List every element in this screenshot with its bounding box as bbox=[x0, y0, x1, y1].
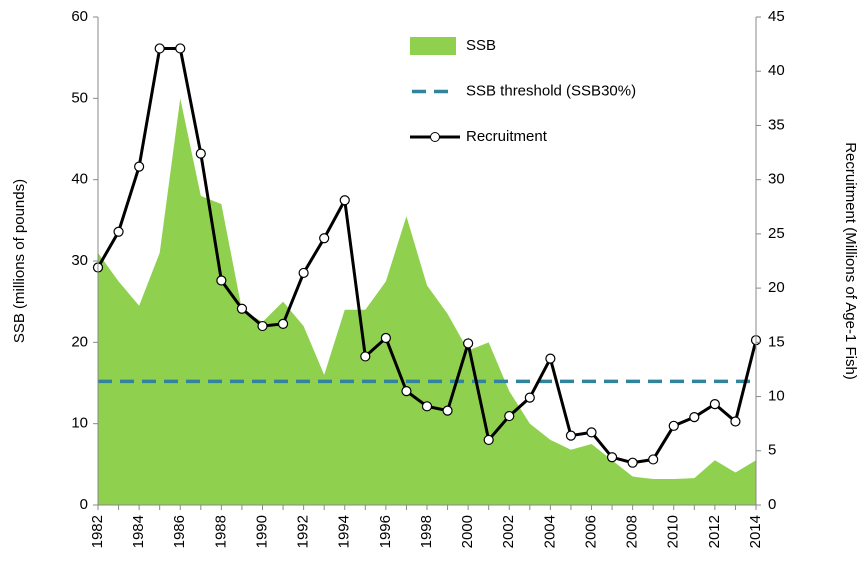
legend-marker bbox=[430, 132, 440, 142]
y2-axis-label: Recruitment (Millions of Age-1 Fish) bbox=[842, 142, 859, 380]
recruitment-marker bbox=[195, 148, 206, 159]
x-tick-label: 2012 bbox=[706, 515, 723, 548]
y-tick-label: 60 bbox=[71, 8, 88, 25]
x-tick-label: 2002 bbox=[500, 515, 517, 548]
y-axis-label: SSB (millions of pounds) bbox=[11, 179, 28, 343]
legend-swatch bbox=[410, 37, 456, 55]
recruitment-marker bbox=[442, 405, 453, 416]
y2-tick-label: 25 bbox=[768, 225, 785, 242]
y-tick-label: 50 bbox=[71, 89, 88, 106]
x-tick-label: 2000 bbox=[459, 515, 476, 548]
x-tick-label: 1994 bbox=[336, 515, 353, 548]
recruitment-marker bbox=[483, 434, 494, 446]
x-tick-label: 2006 bbox=[582, 515, 599, 548]
recruitment-marker bbox=[730, 416, 741, 427]
x-tick-label: 1982 bbox=[89, 515, 106, 548]
y2-tick-label: 15 bbox=[768, 333, 785, 350]
recruitment-marker bbox=[175, 43, 186, 54]
x-tick-label: 2008 bbox=[624, 515, 641, 548]
x-tick-label: 1986 bbox=[171, 515, 188, 548]
recruitment-marker bbox=[606, 452, 618, 463]
recruitment-marker bbox=[648, 454, 659, 465]
y2-tick-label: 10 bbox=[768, 388, 785, 405]
y-tick-label: 40 bbox=[71, 171, 88, 188]
recruitment-marker bbox=[545, 353, 556, 364]
x-tick-label: 1992 bbox=[295, 515, 312, 548]
recruitment-marker bbox=[565, 430, 577, 441]
recruitment-marker bbox=[401, 386, 412, 397]
x-tick-label: 1998 bbox=[418, 515, 435, 548]
legend-label: Recruitment bbox=[466, 128, 548, 145]
x-tick-label: 1996 bbox=[377, 515, 394, 548]
x-tick-label: 1984 bbox=[130, 515, 147, 548]
y2-tick-label: 20 bbox=[768, 279, 785, 296]
y2-tick-label: 40 bbox=[768, 62, 785, 79]
recruitment-marker bbox=[627, 457, 638, 468]
x-tick-label: 2010 bbox=[665, 515, 682, 548]
recruitment-marker bbox=[689, 412, 700, 423]
y-tick-label: 10 bbox=[71, 415, 88, 432]
recruitment-marker bbox=[380, 332, 391, 344]
recruitment-marker bbox=[668, 420, 679, 431]
y2-tick-label: 45 bbox=[768, 8, 785, 25]
recruitment-marker bbox=[277, 318, 289, 329]
recruitment-marker bbox=[236, 303, 248, 314]
recruitment-marker bbox=[586, 427, 597, 438]
y2-tick-label: 0 bbox=[768, 496, 776, 513]
legend-label: SSB threshold (SSB30%) bbox=[466, 82, 636, 99]
recruitment-marker bbox=[709, 399, 720, 410]
recruitment-marker bbox=[339, 195, 350, 206]
recruitment-marker bbox=[134, 161, 145, 172]
x-tick-label: 1988 bbox=[212, 515, 229, 548]
recruitment-marker bbox=[504, 410, 515, 422]
y-tick-label: 20 bbox=[71, 333, 88, 350]
recruitment-marker bbox=[421, 401, 433, 412]
x-tick-label: 2014 bbox=[747, 515, 764, 548]
recruitment-marker bbox=[524, 392, 535, 403]
recruitment-marker bbox=[154, 43, 165, 54]
y2-tick-label: 5 bbox=[768, 442, 776, 459]
recruitment-marker bbox=[360, 351, 371, 362]
y2-tick-label: 30 bbox=[768, 171, 785, 188]
x-tick-label: 2004 bbox=[541, 515, 558, 548]
recruitment-marker bbox=[463, 338, 474, 349]
recruitment-marker bbox=[113, 226, 124, 237]
recruitment-marker bbox=[319, 233, 330, 244]
recruitment-marker bbox=[257, 320, 268, 332]
ssb-area bbox=[98, 98, 756, 505]
y2-tick-label: 35 bbox=[768, 116, 785, 133]
x-tick-label: 1990 bbox=[253, 515, 270, 548]
legend-label: SSB bbox=[466, 37, 496, 54]
recruitment-marker bbox=[298, 267, 309, 279]
y-tick-label: 30 bbox=[71, 252, 88, 269]
y-tick-label: 0 bbox=[80, 496, 88, 513]
recruitment-marker bbox=[216, 275, 227, 286]
